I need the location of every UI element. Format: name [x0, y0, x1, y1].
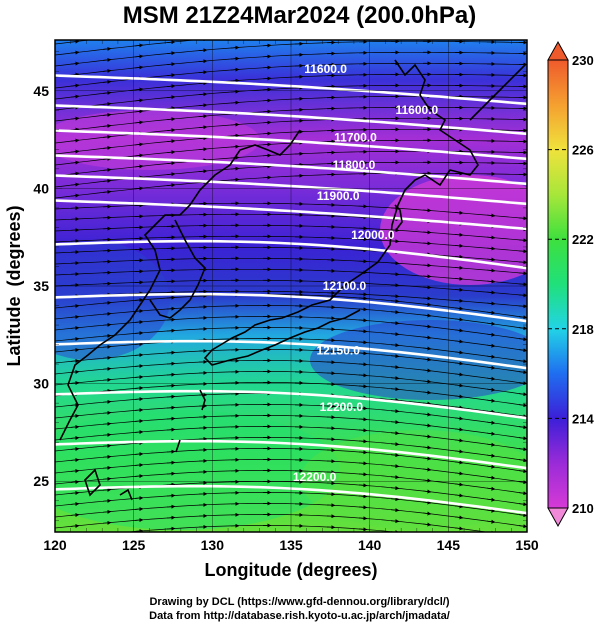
- x-tick-label: 150: [515, 537, 539, 553]
- contour-label: 11700.0: [334, 131, 377, 145]
- colorbar-tick-label: 230: [572, 53, 594, 68]
- y-tick-label: 25: [33, 473, 49, 489]
- contour-label: 12200.0: [293, 470, 337, 484]
- colorbar-max-arrow-icon: [547, 40, 569, 61]
- x-tick-label: 140: [358, 537, 382, 553]
- credit-drawing: Drawing by DCL (https://www.gfd-dennou.o…: [149, 596, 450, 608]
- contour-label: 11600.0: [396, 103, 439, 117]
- y-tick-label: 45: [33, 83, 49, 99]
- temperature-field: [55, 40, 527, 532]
- y-tick-label: 30: [33, 376, 49, 392]
- contour-label: 12100.0: [323, 279, 367, 293]
- x-tick-label: 135: [279, 537, 303, 553]
- contour-label: 11900.0: [317, 189, 360, 203]
- x-tick-label: 125: [122, 537, 146, 553]
- x-tick-label: 130: [201, 537, 225, 553]
- credit-data: Data from http://database.rish.kyoto-u.a…: [149, 610, 450, 622]
- colorbar-tick-label: 210: [572, 501, 594, 516]
- colorbar-tick-label: 214: [572, 411, 594, 426]
- colorbar: 210 214 218 222 226 230: [547, 40, 594, 528]
- colorbar-min-arrow-icon: [547, 507, 569, 528]
- page-title: MSM 21Z24Mar2024 (200.0hPa): [122, 2, 477, 29]
- y-tick-label: 35: [33, 278, 49, 294]
- x-tick-label: 145: [437, 537, 461, 553]
- coastline: [59, 59, 526, 501]
- contour-label: 11800.0: [333, 158, 376, 172]
- contour-label: 12150.0: [317, 343, 361, 357]
- x-tick-label: 120: [43, 537, 67, 553]
- contour-label: 12000.0: [351, 228, 395, 242]
- colorbar-tick-label: 218: [572, 322, 594, 337]
- plot-frame: [54, 39, 528, 533]
- contour-label: 11600.0: [304, 62, 347, 76]
- y-axis-label: Latitude (degrees): [4, 205, 24, 366]
- x-axis-label: Longitude (degrees): [204, 560, 377, 580]
- contour-label: 12200.0: [320, 400, 364, 414]
- colorbar-tick-label: 222: [572, 232, 594, 247]
- colorbar-tick-label: 226: [572, 143, 594, 158]
- y-tick-label: 40: [33, 180, 49, 196]
- contour-labels: 11600.0 11600.0 11700.0 11800.0 11900.0 12000…: [293, 62, 439, 484]
